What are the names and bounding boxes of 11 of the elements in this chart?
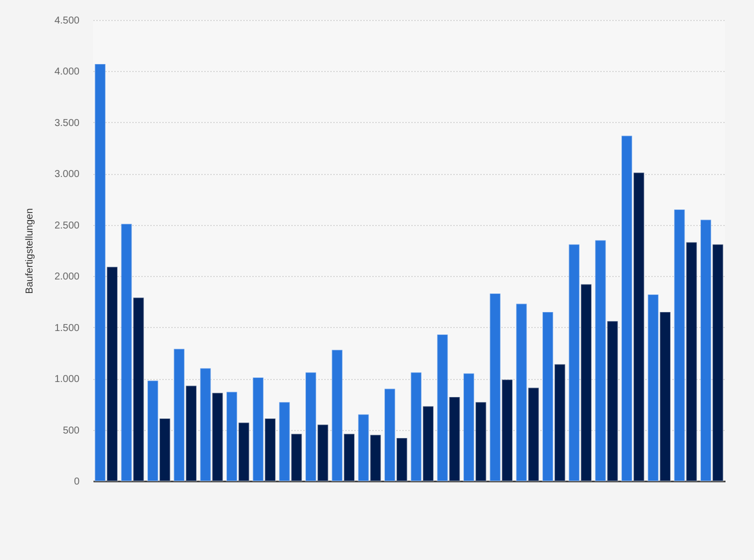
y-tick-label: 2.500 bbox=[54, 220, 80, 232]
y-tick-label: 3.500 bbox=[54, 118, 80, 129]
y-tick-label: 2.000 bbox=[54, 272, 80, 283]
y-tick-label: 4.000 bbox=[54, 66, 80, 78]
y-tick-label: 1.500 bbox=[54, 322, 80, 334]
y-axis-title: Baufertigstellungen bbox=[24, 208, 36, 294]
y-tick-label: 1.000 bbox=[54, 374, 80, 386]
y-tick-label: 3.000 bbox=[54, 169, 80, 180]
y-tick-label: 4.500 bbox=[54, 16, 80, 26]
y-tick-label: 500 bbox=[62, 425, 80, 436]
y-tick-label: 0 bbox=[74, 476, 80, 488]
